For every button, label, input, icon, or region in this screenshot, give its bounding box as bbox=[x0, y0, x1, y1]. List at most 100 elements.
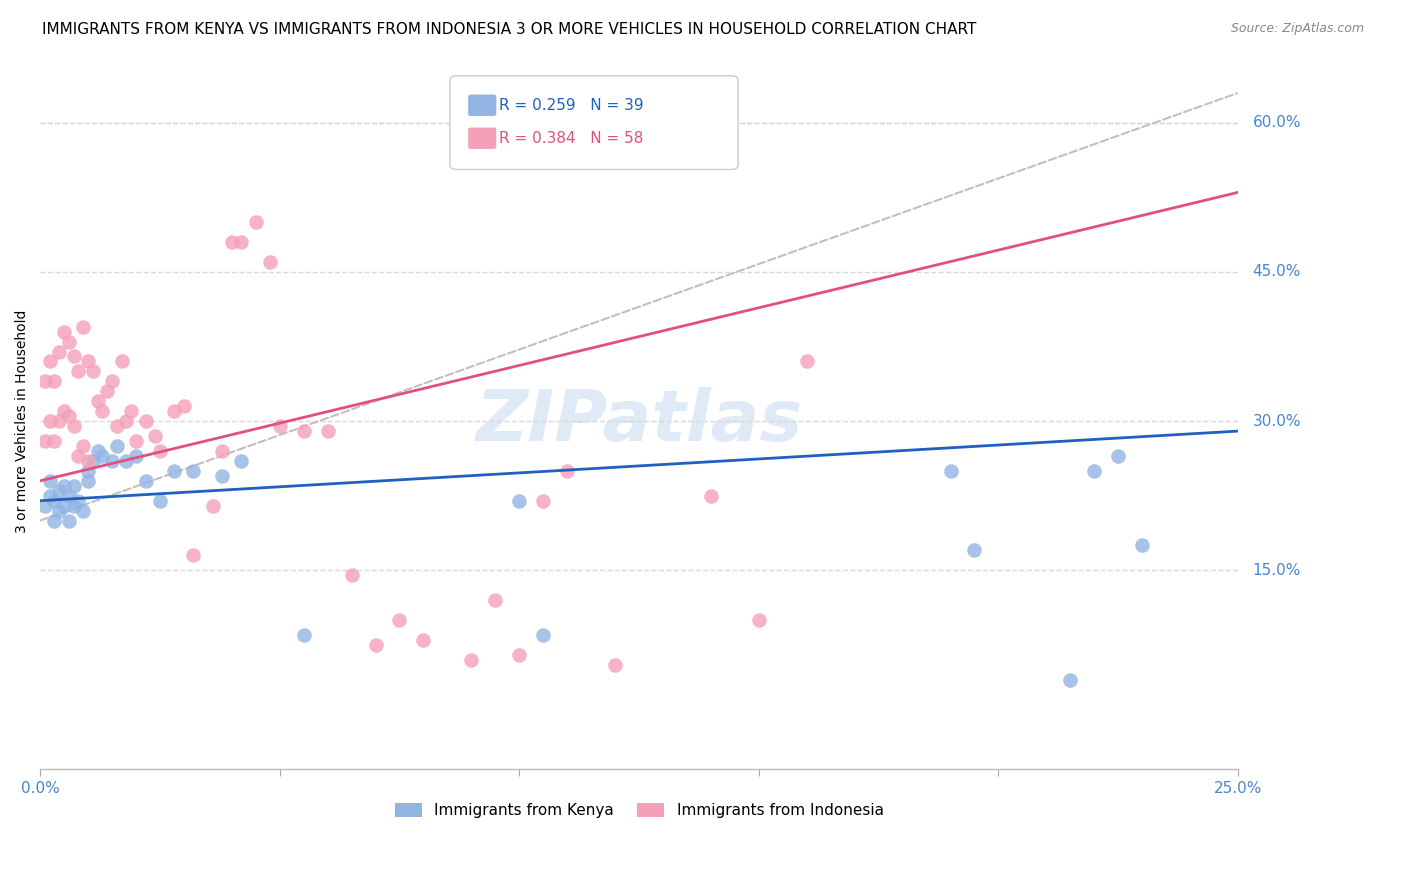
Point bbox=[316, 424, 339, 438]
Point bbox=[72, 503, 94, 517]
Text: ZIPatlas: ZIPatlas bbox=[475, 386, 803, 456]
Point bbox=[555, 464, 578, 478]
Point bbox=[77, 474, 100, 488]
Point bbox=[77, 454, 100, 468]
Point bbox=[67, 493, 90, 508]
Point bbox=[62, 499, 84, 513]
Point bbox=[508, 493, 530, 508]
Point bbox=[101, 454, 124, 468]
Point bbox=[91, 449, 114, 463]
Point bbox=[231, 235, 253, 249]
Point bbox=[110, 354, 132, 368]
Point bbox=[231, 454, 253, 468]
Point bbox=[135, 414, 157, 428]
Point bbox=[173, 399, 195, 413]
Point bbox=[125, 434, 148, 448]
Point bbox=[44, 375, 66, 389]
Point bbox=[77, 354, 100, 368]
Point bbox=[340, 568, 363, 582]
Point bbox=[53, 404, 76, 418]
Point bbox=[72, 439, 94, 453]
Point bbox=[201, 499, 224, 513]
Point bbox=[412, 632, 434, 647]
Point bbox=[259, 255, 281, 269]
Point bbox=[163, 404, 186, 418]
Point bbox=[183, 549, 205, 563]
Point bbox=[48, 483, 70, 498]
Point bbox=[82, 364, 104, 378]
Point bbox=[939, 464, 962, 478]
Point bbox=[135, 474, 157, 488]
Point bbox=[67, 364, 90, 378]
Point bbox=[388, 613, 411, 627]
Point bbox=[44, 514, 66, 528]
Point bbox=[508, 648, 530, 662]
Point bbox=[38, 354, 60, 368]
Point bbox=[120, 404, 142, 418]
Point bbox=[115, 454, 138, 468]
Point bbox=[460, 653, 482, 667]
Point bbox=[53, 479, 76, 493]
Point bbox=[48, 503, 70, 517]
Point bbox=[105, 419, 128, 434]
Point bbox=[364, 638, 387, 652]
Point bbox=[48, 414, 70, 428]
Text: 45.0%: 45.0% bbox=[1253, 264, 1301, 279]
Point bbox=[1130, 539, 1153, 553]
Y-axis label: 3 or more Vehicles in Household: 3 or more Vehicles in Household bbox=[15, 310, 30, 533]
Point bbox=[211, 444, 233, 458]
Point bbox=[269, 419, 291, 434]
Point bbox=[44, 493, 66, 508]
Point bbox=[38, 474, 60, 488]
Point bbox=[58, 334, 80, 349]
Point bbox=[125, 449, 148, 463]
Point bbox=[77, 464, 100, 478]
Text: IMMIGRANTS FROM KENYA VS IMMIGRANTS FROM INDONESIA 3 OR MORE VEHICLES IN HOUSEHO: IMMIGRANTS FROM KENYA VS IMMIGRANTS FROM… bbox=[42, 22, 977, 37]
Point bbox=[115, 414, 138, 428]
Point bbox=[72, 319, 94, 334]
Point bbox=[86, 444, 108, 458]
Point bbox=[82, 454, 104, 468]
Point bbox=[62, 350, 84, 364]
Point bbox=[963, 543, 986, 558]
Point bbox=[531, 493, 554, 508]
Point bbox=[484, 593, 506, 607]
Point bbox=[183, 464, 205, 478]
Text: R = 0.384   N = 58: R = 0.384 N = 58 bbox=[499, 131, 644, 145]
Point bbox=[86, 394, 108, 409]
Point bbox=[531, 628, 554, 642]
Point bbox=[101, 375, 124, 389]
Point bbox=[1107, 449, 1129, 463]
Point bbox=[38, 414, 60, 428]
Point bbox=[58, 514, 80, 528]
Point bbox=[67, 449, 90, 463]
Text: Source: ZipAtlas.com: Source: ZipAtlas.com bbox=[1230, 22, 1364, 36]
Legend: Immigrants from Kenya, Immigrants from Indonesia: Immigrants from Kenya, Immigrants from I… bbox=[388, 797, 890, 824]
Point bbox=[796, 354, 818, 368]
Text: R = 0.259   N = 39: R = 0.259 N = 39 bbox=[499, 98, 644, 112]
Point bbox=[58, 489, 80, 503]
Text: 15.0%: 15.0% bbox=[1253, 563, 1301, 578]
Point bbox=[62, 479, 84, 493]
Point bbox=[211, 468, 233, 483]
Point bbox=[105, 439, 128, 453]
Point bbox=[96, 384, 118, 399]
Point bbox=[292, 424, 315, 438]
Point bbox=[58, 409, 80, 424]
Point bbox=[221, 235, 243, 249]
Point bbox=[34, 375, 56, 389]
Point bbox=[1059, 673, 1081, 687]
Point bbox=[245, 215, 267, 229]
Point bbox=[62, 419, 84, 434]
Point bbox=[91, 404, 114, 418]
Point bbox=[149, 493, 172, 508]
Text: 30.0%: 30.0% bbox=[1253, 414, 1301, 429]
Point bbox=[700, 489, 723, 503]
Point bbox=[1083, 464, 1105, 478]
Point bbox=[748, 613, 770, 627]
Point bbox=[48, 344, 70, 359]
Point bbox=[53, 325, 76, 339]
Point bbox=[143, 429, 166, 443]
Point bbox=[163, 464, 186, 478]
Point bbox=[149, 444, 172, 458]
